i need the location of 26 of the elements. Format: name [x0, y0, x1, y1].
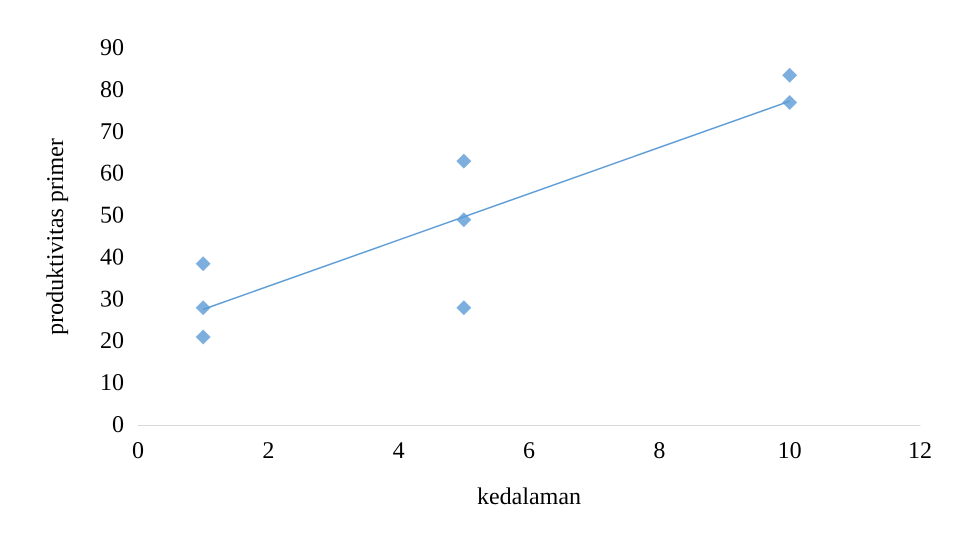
y-tick-label: 40 [100, 244, 124, 270]
point [196, 256, 211, 272]
y-tick-label: 20 [100, 328, 124, 354]
point [456, 154, 472, 169]
y-tick-label: 90 [100, 35, 124, 61]
x-tick-label: 6 [523, 438, 535, 464]
x-tick-label: 8 [653, 438, 666, 464]
y-tick-label: 50 [100, 202, 124, 229]
x-tick-label: 4 [392, 438, 405, 464]
x-tick-label: 2 [262, 438, 274, 464]
y-tick-label: 10 [100, 370, 124, 396]
point [782, 68, 798, 83]
y-tick-label: 60 [100, 160, 124, 187]
x-tick-label: 12 [908, 438, 932, 464]
point [456, 300, 472, 316]
y-tick-label: 80 [100, 76, 124, 103]
point [196, 330, 211, 345]
x-tick-label: 0 [132, 438, 144, 464]
y-tick-label: 70 [100, 118, 124, 145]
y-tick-label: 0 [112, 412, 124, 438]
y-axis-title: produktivitas primer [43, 138, 69, 335]
point [782, 94, 798, 110]
y-tick-label: 30 [100, 286, 124, 312]
point [196, 300, 211, 316]
x-tick-label: 10 [778, 438, 802, 464]
x-axis-title: kedalaman [477, 484, 581, 510]
